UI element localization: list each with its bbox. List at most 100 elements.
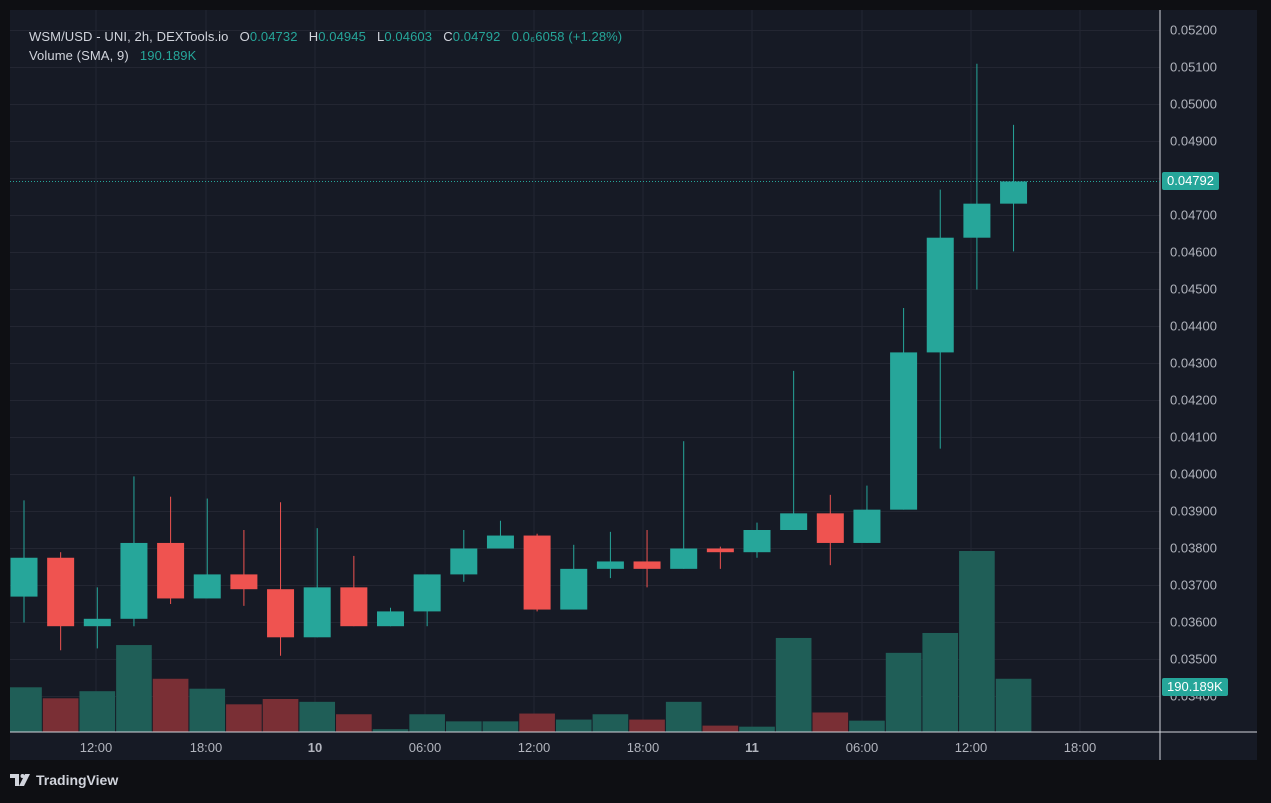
- tradingview-logo-icon: [10, 774, 30, 786]
- candle-body: [890, 352, 918, 510]
- volume-bar: [372, 729, 409, 732]
- candle-body: [523, 535, 551, 610]
- volume-bar: [10, 687, 42, 732]
- tradingview-logo[interactable]: TradingView: [10, 771, 118, 789]
- x-tick-label: 18:00: [190, 740, 223, 755]
- volume-legend: Volume (SMA, 9) 190.189K: [29, 48, 196, 63]
- volume-bar: [336, 714, 372, 732]
- volume-bar: [629, 719, 665, 732]
- volume-bar: [299, 701, 336, 732]
- low-value: 0.04603: [384, 29, 433, 44]
- tradingview-logo-text: TradingView: [36, 772, 119, 788]
- volume-bar: [922, 632, 959, 732]
- x-tick-label: 10: [308, 740, 322, 755]
- candle-body: [1000, 181, 1028, 204]
- candle-body: [560, 568, 588, 610]
- y-tick-label: 0.05200: [1170, 23, 1217, 38]
- volume-bar: [775, 637, 812, 732]
- candle-body: [963, 203, 991, 238]
- x-tick-label: 18:00: [627, 740, 660, 755]
- y-tick-label: 0.03700: [1170, 578, 1217, 593]
- volume-indicator-value: 190.189K: [139, 48, 197, 63]
- y-tick-label: 0.03900: [1170, 504, 1217, 519]
- volume-bar: [812, 712, 849, 732]
- volume-bar: [445, 721, 482, 732]
- candle-body: [670, 548, 698, 569]
- candle-body: [230, 574, 258, 590]
- volume-bar: [995, 678, 1032, 732]
- volume-bar: [226, 704, 262, 732]
- candle-body: [706, 548, 734, 553]
- volume-bar: [409, 714, 445, 732]
- last-volume-badge: 190.189K: [1162, 678, 1228, 696]
- candle-body: [853, 509, 881, 543]
- volume-bar: [959, 551, 995, 732]
- candle-body: [486, 535, 514, 549]
- close-value: 0.04792: [452, 29, 501, 44]
- candle-body: [10, 557, 38, 597]
- y-tick-label: 0.04100: [1170, 430, 1217, 445]
- y-tick-label: 0.04300: [1170, 356, 1217, 371]
- volume-bars: [10, 551, 1032, 732]
- volume-bar: [42, 698, 79, 732]
- high-label: H: [308, 29, 319, 44]
- candle-body: [743, 530, 771, 553]
- candle-body: [377, 611, 404, 627]
- candle-body: [303, 587, 331, 638]
- volume-bar: [555, 719, 592, 732]
- candle-body: [596, 561, 624, 569]
- candlestick-chart[interactable]: 0.052000.051000.050000.049000.048000.047…: [10, 10, 1257, 760]
- volume-bar: [152, 678, 189, 732]
- volume-bar: [885, 652, 922, 732]
- volume-bar: [665, 701, 702, 732]
- candle-body: [157, 542, 185, 599]
- chart-panel[interactable]: 0.052000.051000.050000.049000.048000.047…: [10, 10, 1257, 760]
- x-tick-label: 12:00: [955, 740, 988, 755]
- candle-body: [926, 237, 954, 353]
- volume-bar: [482, 721, 519, 732]
- last-price-badge: 0.04792: [1162, 172, 1219, 191]
- axes: 0.052000.051000.050000.049000.048000.047…: [10, 10, 1257, 760]
- candle-body: [120, 542, 148, 619]
- low-label: L: [377, 29, 385, 44]
- candle-body: [633, 561, 661, 569]
- close-label: C: [443, 29, 453, 44]
- grid-lines: [10, 10, 1160, 732]
- open-value: 0.04732: [249, 29, 298, 44]
- y-tick-label: 0.03600: [1170, 615, 1217, 630]
- x-tick-label: 06:00: [846, 740, 879, 755]
- candle-body: [83, 618, 111, 627]
- candle-body: [340, 587, 368, 627]
- y-tick-label: 0.04000: [1170, 467, 1217, 482]
- candle-body: [47, 557, 75, 627]
- candle-body: [413, 574, 441, 612]
- volume-bar: [739, 726, 775, 732]
- x-tick-label: 18:00: [1064, 740, 1097, 755]
- y-tick-label: 0.04400: [1170, 319, 1217, 334]
- high-value: 0.04945: [318, 29, 366, 44]
- volume-bar: [116, 645, 152, 732]
- y-tick-label: 0.04700: [1170, 208, 1217, 223]
- symbol-legend: WSM/USD - UNI, 2h, DEXTools.io O0.04732 …: [29, 29, 622, 44]
- x-tick-label: 06:00: [409, 740, 442, 755]
- symbol-title[interactable]: WSM/USD - UNI, 2h, DEXTools.io: [29, 29, 229, 44]
- open-label: O: [239, 29, 250, 44]
- volume-bar: [189, 688, 226, 732]
- volume-bar: [849, 720, 885, 732]
- y-tick-label: 0.04200: [1170, 393, 1217, 408]
- x-tick-label: 11: [745, 740, 759, 755]
- x-tick-label: 12:00: [518, 740, 551, 755]
- candles: [10, 63, 1028, 656]
- x-tick-label: 12:00: [80, 740, 113, 755]
- candle-body: [267, 589, 295, 638]
- volume-bar: [519, 713, 555, 732]
- y-tick-label: 0.03800: [1170, 541, 1217, 556]
- candle-body: [193, 574, 221, 599]
- y-tick-label: 0.04900: [1170, 134, 1217, 149]
- y-tick-label: 0.05000: [1170, 97, 1217, 112]
- volume-bar: [262, 698, 299, 732]
- volume-indicator-label[interactable]: Volume (SMA, 9): [29, 48, 129, 63]
- y-tick-label: 0.04600: [1170, 245, 1217, 260]
- y-tick-label: 0.04500: [1170, 282, 1217, 297]
